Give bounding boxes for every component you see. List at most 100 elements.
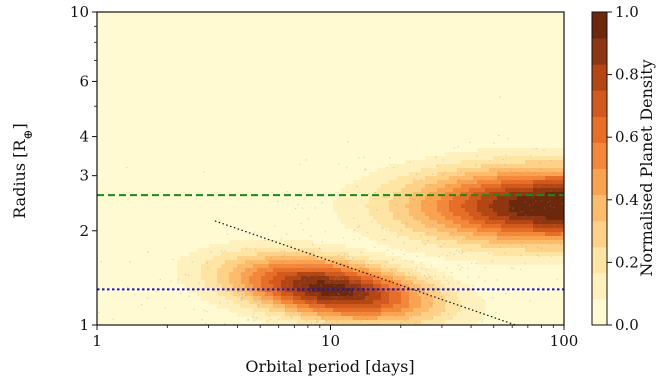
- density-cell: [501, 172, 506, 177]
- density-cell: [497, 244, 502, 249]
- density-cell: [445, 320, 450, 325]
- density-cell: [425, 220, 430, 225]
- density-cell: [381, 284, 386, 289]
- density-cell: [365, 276, 370, 281]
- colorbar-segment: [592, 38, 607, 65]
- density-cell: [405, 168, 410, 173]
- planet-point: [469, 249, 472, 251]
- density-cell: [545, 192, 550, 197]
- density-cell: [193, 256, 198, 261]
- planet-point: [495, 237, 497, 240]
- density-cell: [429, 212, 434, 217]
- density-cell: [345, 264, 350, 269]
- density-cell: [489, 200, 494, 205]
- density-cell: [261, 240, 266, 245]
- density-cell: [513, 164, 518, 169]
- density-cell: [445, 164, 450, 169]
- density-cell: [265, 280, 270, 285]
- density-cell: [293, 268, 298, 273]
- density-cell: [309, 304, 314, 309]
- planet-point: [384, 239, 386, 241]
- density-cell: [533, 212, 538, 217]
- density-cell: [369, 204, 374, 209]
- density-cell: [213, 264, 218, 269]
- density-cell: [417, 308, 422, 313]
- density-cell: [505, 148, 510, 153]
- planet-point: [419, 297, 421, 299]
- density-cell: [449, 152, 454, 157]
- planet-point: [134, 293, 136, 296]
- density-cell: [533, 172, 538, 177]
- density-cell: [369, 308, 374, 313]
- density-cell: [381, 224, 386, 229]
- density-cell: [401, 236, 406, 241]
- density-cell: [385, 236, 390, 241]
- density-cell: [433, 300, 438, 305]
- density-cell: [529, 168, 534, 173]
- planet-point: [247, 318, 249, 321]
- density-cell: [341, 220, 346, 225]
- density-cell: [549, 244, 554, 249]
- density-cell: [273, 248, 278, 253]
- density-cell: [213, 248, 218, 253]
- density-cell: [453, 312, 458, 317]
- density-cell: [233, 308, 238, 313]
- density-cell: [377, 240, 382, 245]
- density-cell: [321, 296, 326, 301]
- planet-point: [248, 270, 250, 272]
- density-cell: [309, 240, 314, 245]
- planet-point: [348, 291, 350, 293]
- planet-point: [509, 206, 511, 208]
- density-cell: [305, 292, 310, 297]
- density-cell: [381, 216, 386, 221]
- density-cell: [381, 184, 386, 189]
- density-cell: [497, 220, 502, 225]
- planet-point: [300, 315, 302, 317]
- density-cell: [221, 248, 226, 253]
- density-cell: [421, 312, 426, 317]
- density-cell: [521, 208, 526, 213]
- density-cell: [409, 288, 414, 293]
- planet-point: [522, 224, 524, 226]
- planet-point: [177, 279, 180, 281]
- density-cell: [357, 200, 362, 205]
- density-cell: [469, 216, 474, 221]
- density-cell: [461, 320, 466, 325]
- planet-point: [390, 269, 392, 271]
- density-cell: [345, 200, 350, 205]
- density-cell: [373, 300, 378, 305]
- density-cell: [329, 312, 334, 317]
- density-cell: [409, 188, 414, 193]
- density-cell: [229, 260, 234, 265]
- planet-point: [251, 268, 254, 270]
- density-cell: [533, 236, 538, 241]
- planet-point: [407, 297, 409, 299]
- planet-point: [548, 176, 551, 179]
- planet-point: [240, 375, 241, 376]
- density-cell: [493, 240, 498, 245]
- density-cell: [325, 248, 330, 253]
- density-cell: [389, 316, 394, 321]
- density-cell: [189, 256, 194, 261]
- density-cell: [213, 300, 218, 305]
- planet-point: [392, 253, 394, 255]
- planet-point: [253, 312, 255, 315]
- planet-point: [286, 284, 288, 286]
- density-cell: [433, 272, 438, 277]
- density-cell: [229, 304, 234, 309]
- density-cell: [257, 256, 262, 261]
- density-cell: [385, 180, 390, 185]
- planet-point: [280, 269, 283, 271]
- density-cell: [501, 260, 506, 265]
- density-cell: [353, 260, 358, 265]
- density-cell: [425, 240, 430, 245]
- density-cell: [509, 188, 514, 193]
- density-cell: [281, 300, 286, 305]
- density-cell: [553, 164, 558, 169]
- density-cell: [193, 264, 198, 269]
- planet-point: [366, 298, 368, 300]
- density-cell: [509, 196, 514, 201]
- density-cell: [497, 164, 502, 169]
- density-cell: [521, 192, 526, 197]
- density-cell: [545, 224, 550, 229]
